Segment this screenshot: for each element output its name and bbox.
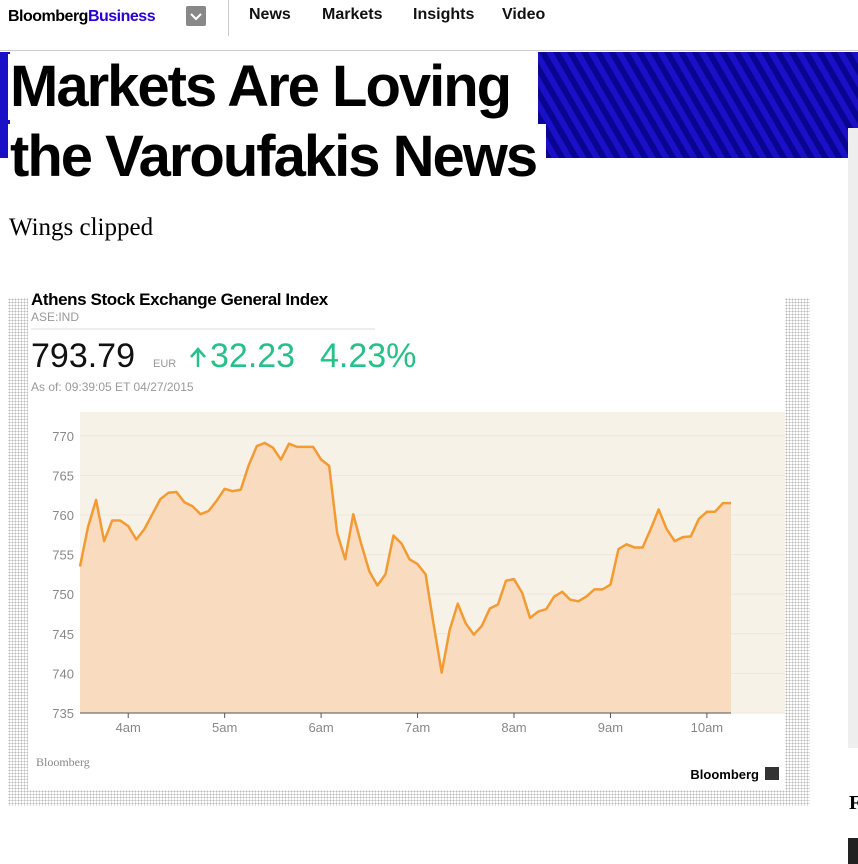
y-tick-label: 735 <box>52 706 74 721</box>
x-tick-label: 7am <box>405 720 430 735</box>
y-tick-label: 765 <box>52 468 74 483</box>
chevron-icon <box>190 13 202 21</box>
x-tick-label: 8am <box>501 720 526 735</box>
subhead: Wings clipped <box>9 214 154 241</box>
nav-link[interactable]: Markets <box>322 6 383 23</box>
chart-title: Athens Stock Exchange General Index <box>31 290 329 309</box>
sidebar <box>848 128 858 748</box>
headline-line: the Varoufakis News <box>8 124 547 190</box>
area <box>80 442 731 713</box>
y-tick-label: 745 <box>52 627 74 642</box>
x-tick-label: 5am <box>212 720 237 735</box>
change-percent: 4.23% <box>320 337 416 375</box>
y-tick-label: 760 <box>52 508 74 523</box>
nav-link[interactable]: Video <box>502 6 546 23</box>
as-of: As of: 09:39:05 ET 04/27/2015 <box>31 380 194 394</box>
header: BloombergBusiness News Markets Insights … <box>0 0 858 51</box>
nav-link[interactable]: Insights <box>413 6 475 23</box>
logo: Bloomberg <box>690 767 759 782</box>
logo-icon <box>765 767 779 780</box>
brand: Bloomberg <box>8 8 88 25</box>
x-tick-label: 9am <box>598 720 623 735</box>
price: 793.79 <box>31 337 135 375</box>
hero-strip <box>0 52 10 158</box>
currency: EUR <box>153 358 176 370</box>
y-tick-label: 755 <box>52 548 74 563</box>
up-arrow <box>190 347 206 367</box>
hero-image <box>538 52 858 158</box>
y-tick-label: 740 <box>52 666 74 681</box>
headline-line: Markets Are Loving <box>8 54 521 120</box>
source: Bloomberg <box>36 755 90 769</box>
x-tick-label: 6am <box>308 720 333 735</box>
plot: 735 740 745 750 755 760 765 770 4am 5am 6am 7am 8am 9… <box>52 429 785 735</box>
x-tick-label: 4am <box>116 720 141 735</box>
line <box>78 441 731 674</box>
x-tick-label: 10am <box>691 720 724 735</box>
brand-accent: Business <box>87 8 156 25</box>
sidebar-block <box>848 838 858 864</box>
nav-link[interactable]: News <box>249 6 291 23</box>
change: 32.23 <box>210 337 295 375</box>
menu-button[interactable] <box>186 6 206 26</box>
y-tick-label: 750 <box>52 587 74 602</box>
sidebar-letter: F <box>849 792 858 814</box>
divider <box>228 0 229 36</box>
brand-logo[interactable]: BloombergBusiness <box>8 8 156 26</box>
chart-subtitle: ASE:IND <box>31 310 79 324</box>
y-tick-label: 770 <box>52 429 74 444</box>
